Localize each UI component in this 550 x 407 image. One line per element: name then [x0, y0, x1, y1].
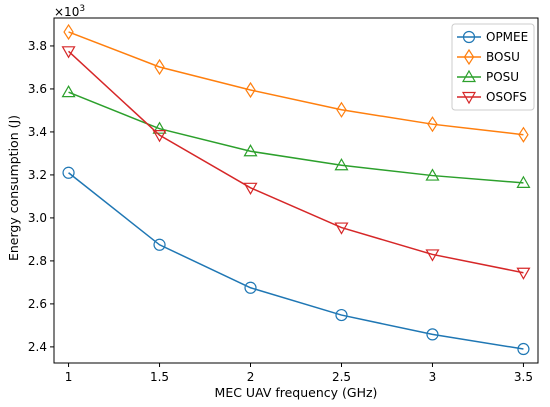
y-tick-label: 3.6 — [28, 82, 47, 96]
series-osofs — [61, 46, 531, 280]
data-point-posu — [334, 158, 349, 171]
data-point-osofs — [61, 46, 76, 59]
legend-marker-osofs — [461, 91, 477, 105]
data-point-bosu — [427, 116, 438, 133]
series-line-opmee — [68, 172, 524, 350]
series-line-posu — [68, 91, 524, 184]
legend-label-posu: POSU — [486, 70, 519, 84]
legend-marker-bosu — [463, 48, 475, 66]
data-point-bosu — [63, 23, 74, 41]
legend-box — [451, 23, 535, 111]
data-point-opmee — [426, 328, 439, 341]
data-point-bosu — [245, 81, 256, 99]
y-tick-label: 3.2 — [28, 168, 47, 182]
data-point-posu — [243, 144, 258, 157]
legend-marker-opmee — [462, 30, 476, 44]
legend-item-osofs: OSOFS — [457, 90, 527, 105]
data-point-bosu — [154, 58, 165, 76]
y-axis-label: Energy consumption (J) — [6, 115, 21, 261]
legend-label-bosu: BOSU — [486, 50, 520, 64]
data-point-posu — [152, 121, 167, 134]
legend-item-bosu: BOSU — [457, 48, 520, 66]
y-tick-label: 2.6 — [28, 297, 47, 311]
series-line-bosu — [68, 31, 524, 136]
series-bosu — [63, 23, 529, 143]
data-point-posu — [516, 175, 531, 188]
series-layer — [61, 23, 531, 356]
x-tick-label: 1 — [65, 370, 73, 384]
data-point-osofs — [243, 182, 258, 196]
y-tick-label: 3.4 — [28, 125, 47, 139]
data-point-posu — [425, 168, 440, 181]
data-point-osofs — [516, 267, 531, 280]
y-tick-label: 3.0 — [28, 211, 47, 225]
data-point-opmee — [62, 166, 75, 179]
x-tick-label: 2.5 — [332, 370, 351, 384]
x-axis-label: MEC UAV frequency (GHz) — [215, 385, 378, 400]
legend-label-osofs: OSOFS — [486, 90, 527, 104]
data-point-opmee — [153, 238, 166, 251]
data-point-osofs — [152, 130, 167, 143]
data-point-opmee — [244, 281, 257, 294]
y-tick-label: 2.4 — [28, 340, 47, 354]
data-point-opmee — [517, 342, 530, 356]
legend-marker-posu — [461, 69, 477, 83]
legend-item-posu: POSU — [457, 69, 519, 84]
plot-area-border — [53, 17, 539, 364]
data-point-posu — [61, 84, 76, 98]
y-axis-multiplier: ×103 — [54, 4, 85, 19]
y-axis-ticks: 2.4 2.6 2.8 3.0 3.2 3.4 3.6 3.8 — [28, 39, 54, 354]
y-tick-label: 2.8 — [28, 254, 47, 268]
data-point-bosu — [518, 126, 529, 143]
x-tick-label: 2 — [247, 370, 255, 384]
data-point-opmee — [335, 308, 348, 322]
x-tick-label: 3 — [429, 370, 437, 384]
series-opmee — [62, 166, 530, 356]
axes-frame — [53, 17, 539, 364]
data-point-osofs — [425, 249, 440, 262]
legend-label-opmee: OPMEE — [486, 30, 528, 44]
x-tick-label: 1.5 — [150, 370, 169, 384]
legend: OPMEE BOSU POSU OSOFS — [451, 23, 535, 111]
legend-item-opmee: OPMEE — [457, 30, 528, 44]
data-point-osofs — [334, 222, 349, 235]
x-axis-ticks: 1 1.5 2 2.5 3 3.5 — [65, 363, 533, 384]
data-point-bosu — [336, 101, 347, 118]
x-tick-label: 3.5 — [514, 370, 533, 384]
series-posu — [61, 84, 531, 188]
y-tick-label: 3.8 — [28, 39, 47, 53]
series-line-osofs — [68, 50, 524, 274]
